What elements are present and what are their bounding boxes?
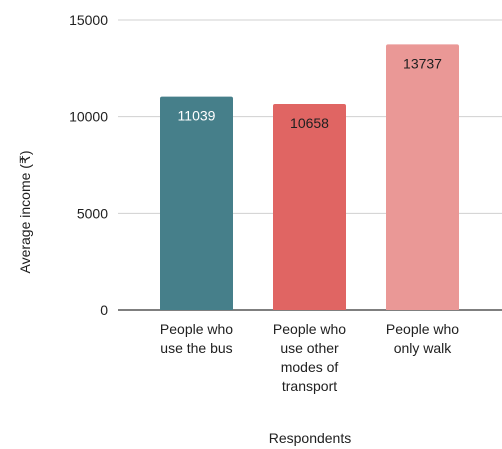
- x-tick-label-line: use other: [280, 340, 339, 356]
- data-labels: 11039 10658 13737: [178, 55, 443, 131]
- bars: [160, 44, 459, 310]
- y-axis-title: Average income (₹): [17, 150, 33, 273]
- x-tick-label-line: modes of: [281, 359, 339, 375]
- x-tick-label-line: transport: [282, 378, 337, 394]
- x-tick-label: People who use the bus: [160, 321, 233, 356]
- bar: [160, 96, 233, 310]
- x-tick-label-line: People who: [273, 321, 346, 337]
- y-axis-ticks: 0 5000 10000 15000: [69, 12, 108, 318]
- x-axis-title: Respondents: [269, 430, 352, 446]
- x-tick-label: People who only walk: [386, 321, 459, 356]
- y-tick-label: 10000: [69, 109, 108, 125]
- bar: [386, 44, 459, 310]
- y-tick-label: 15000: [69, 12, 108, 28]
- data-label: 10658: [290, 115, 329, 131]
- y-tick-label: 0: [100, 302, 108, 318]
- bar: [273, 103, 346, 310]
- y-tick-label: 5000: [77, 205, 108, 221]
- x-tick-label-line: People who: [386, 321, 459, 337]
- x-tick-label-line: use the bus: [160, 340, 232, 356]
- x-tick-label-line: only walk: [394, 340, 453, 356]
- x-tick-label: People who use other modes of transport: [273, 321, 346, 394]
- data-label: 11039: [178, 108, 216, 124]
- x-tick-label-line: People who: [160, 321, 233, 337]
- x-axis-ticks: People who use the bus People who use other…: [160, 321, 459, 394]
- data-label: 13737: [403, 55, 442, 71]
